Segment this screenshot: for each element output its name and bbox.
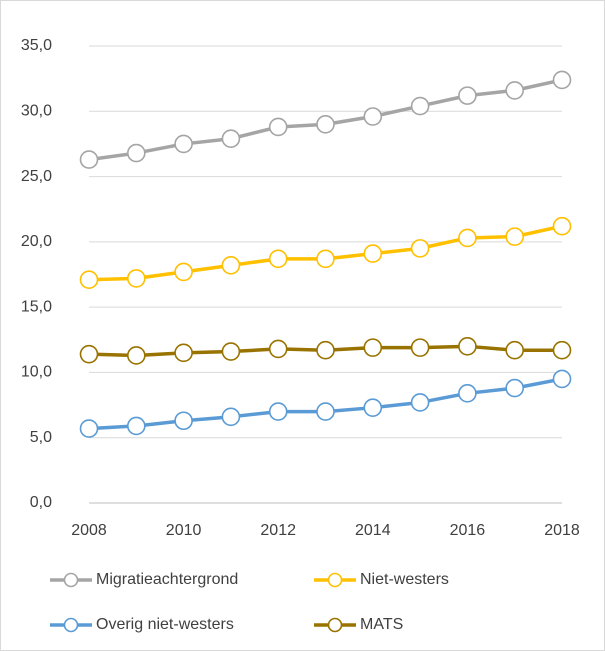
point-marker [221, 407, 241, 427]
point-marker [127, 143, 146, 163]
x-tick-label: 2008 [71, 522, 107, 539]
point-marker [316, 249, 335, 269]
point-marker [316, 115, 335, 134]
point-marker [127, 269, 146, 288]
y-tick-label: 15,0 [21, 298, 52, 315]
point-marker [221, 129, 241, 149]
legend-label: MATS [360, 616, 403, 633]
x-tick-label: 2016 [450, 522, 486, 539]
point-marker [458, 337, 477, 356]
point-marker [458, 228, 477, 248]
y-tick-label: 25,0 [21, 168, 52, 185]
y-tick-label: 30,0 [21, 103, 52, 120]
point-marker [316, 340, 335, 360]
x-tick-label: 2010 [166, 522, 202, 539]
point-marker [410, 96, 430, 116]
point-marker [410, 338, 430, 357]
y-tick-label: 0,0 [30, 494, 52, 511]
y-tick-label: 10,0 [21, 364, 52, 381]
point-marker [505, 81, 525, 100]
legend-marker [327, 617, 343, 633]
point-marker [174, 411, 193, 431]
point-marker [505, 340, 525, 360]
point-marker [79, 419, 99, 438]
point-marker [552, 70, 572, 90]
point-marker [79, 270, 99, 290]
point-marker [363, 398, 383, 417]
x-tick-label: 2012 [260, 522, 296, 539]
point-marker [505, 378, 525, 398]
legend-marker [63, 617, 79, 633]
point-marker [268, 339, 288, 359]
legend-label: Overig niet-westers [96, 616, 234, 633]
point-marker [221, 342, 241, 361]
point-marker [363, 338, 383, 357]
point-marker [505, 227, 525, 246]
point-marker [221, 256, 241, 275]
point-marker [363, 244, 383, 263]
point-marker [552, 369, 572, 389]
legend-label: Migratieachtergrond [96, 571, 238, 588]
point-marker [268, 402, 288, 421]
point-marker [174, 262, 193, 282]
point-marker [79, 150, 99, 169]
point-marker [316, 402, 335, 421]
legend-label: Niet-westers [360, 571, 449, 588]
legend-marker [327, 572, 343, 588]
point-marker [552, 216, 572, 236]
point-marker [174, 134, 193, 154]
point-marker [363, 107, 383, 126]
point-marker [127, 416, 146, 436]
point-marker [410, 393, 430, 412]
point-marker [268, 117, 288, 137]
point-marker [79, 344, 99, 364]
point-marker [552, 340, 572, 360]
legend-marker [63, 572, 79, 588]
point-marker [410, 239, 430, 258]
y-tick-label: 20,0 [21, 233, 52, 250]
point-marker [174, 343, 193, 363]
y-tick-label: 35,0 [21, 37, 52, 54]
y-tick-label: 5,0 [30, 429, 52, 446]
x-tick-label: 2018 [544, 522, 580, 539]
point-marker [458, 384, 477, 403]
x-tick-label: 2014 [355, 522, 391, 539]
point-marker [268, 249, 288, 269]
point-marker [127, 346, 146, 365]
point-marker [458, 86, 477, 105]
